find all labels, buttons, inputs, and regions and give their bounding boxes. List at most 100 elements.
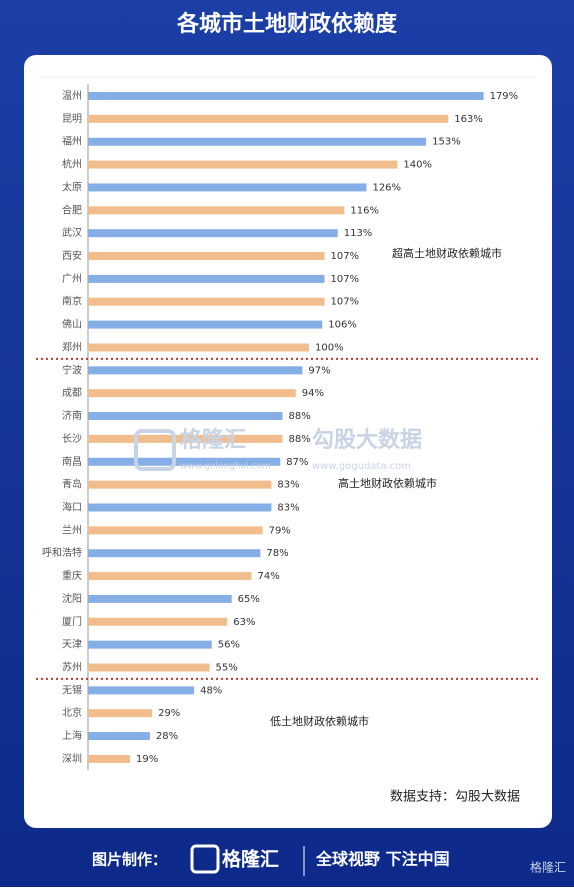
card xyxy=(24,55,552,828)
bar xyxy=(88,732,150,741)
category-label: 昆明 xyxy=(62,113,82,125)
category-label: 无锡 xyxy=(62,683,82,696)
bar xyxy=(88,617,228,626)
category-label: 兰州 xyxy=(62,523,82,536)
bar xyxy=(88,686,195,695)
value-label: 88% xyxy=(288,434,310,445)
bar xyxy=(88,183,367,192)
category-label: 杭州 xyxy=(62,158,82,171)
category-label: 厦门 xyxy=(62,615,82,628)
category-label: 天津 xyxy=(62,639,82,651)
value-label: 107% xyxy=(330,297,359,308)
bar xyxy=(88,549,261,558)
value-label: 94% xyxy=(302,388,324,399)
category-label: 苏州 xyxy=(62,661,82,674)
bar xyxy=(88,137,427,146)
value-label: 83% xyxy=(277,480,299,491)
value-label: 116% xyxy=(350,205,379,216)
bar xyxy=(88,229,338,238)
value-label: 100% xyxy=(315,342,344,353)
category-label: 上海 xyxy=(62,729,82,742)
bar xyxy=(88,526,263,535)
bar xyxy=(88,457,281,466)
value-label: 28% xyxy=(156,731,178,742)
bar xyxy=(88,274,325,283)
bar xyxy=(88,709,153,718)
footer-slogan: 全球视野 下注中国 xyxy=(315,850,450,869)
category-label: 北京 xyxy=(62,706,82,719)
value-label: 179% xyxy=(490,91,519,102)
bar xyxy=(88,206,345,215)
bar xyxy=(88,572,252,581)
chart-title: 各城市土地财政依赖度 xyxy=(176,11,398,37)
watermark: 勾股大数据 xyxy=(312,427,422,453)
corner-logo: 格隆汇 xyxy=(530,860,566,875)
bar xyxy=(88,252,325,261)
category-label: 广州 xyxy=(62,273,82,285)
value-label: 63% xyxy=(233,617,255,628)
category-label: 青岛 xyxy=(62,478,82,491)
bar xyxy=(88,114,449,123)
value-label: 126% xyxy=(372,182,401,193)
bar xyxy=(88,754,130,763)
footer-maker: 图片制作： xyxy=(92,851,167,869)
plot: 温州 179% 昆明 163% 福州 153% 杭州 140% 太原 126% 合肥 116% 武汉 11… xyxy=(36,84,540,770)
category-label: 西安 xyxy=(62,249,82,262)
value-label: 107% xyxy=(330,251,359,262)
footer-logo-icon xyxy=(190,844,220,874)
value-label: 65% xyxy=(238,594,260,605)
value-label: 113% xyxy=(344,228,373,239)
category-label: 郑州 xyxy=(62,340,82,353)
category-label: 宁波 xyxy=(62,363,82,376)
value-label: 106% xyxy=(328,320,357,331)
bar xyxy=(88,297,325,306)
value-label: 56% xyxy=(218,640,240,651)
value-label: 55% xyxy=(216,663,238,674)
value-label: 107% xyxy=(330,274,359,285)
value-label: 78% xyxy=(266,548,288,559)
watermark: www.gogudata.com xyxy=(312,461,411,472)
bar xyxy=(88,663,210,672)
category-label: 沈阳 xyxy=(62,592,82,605)
group-label: 低土地财政依赖城市 xyxy=(270,714,369,728)
category-label: 深圳 xyxy=(62,753,82,765)
bar xyxy=(88,92,484,100)
value-label: 97% xyxy=(308,365,330,376)
value-label: 74% xyxy=(258,571,280,582)
category-label: 海口 xyxy=(62,500,82,513)
category-label: 太原 xyxy=(62,180,82,193)
group-label: 高土地财政依赖城市 xyxy=(338,476,437,490)
category-label: 重庆 xyxy=(62,569,82,582)
source: 数据支持：勾股大数据 xyxy=(390,790,520,805)
value-label: 140% xyxy=(403,160,432,171)
category-label: 合肥 xyxy=(62,203,82,216)
bar xyxy=(88,343,309,352)
category-label: 福州 xyxy=(62,135,82,148)
value-label: 83% xyxy=(277,502,299,513)
value-label: 87% xyxy=(286,457,308,468)
value-label: 79% xyxy=(269,525,291,536)
category-label: 温州 xyxy=(62,90,82,102)
category-label: 呼和浩特 xyxy=(42,547,82,559)
bar xyxy=(88,320,323,329)
bar xyxy=(88,412,283,421)
bar xyxy=(88,434,283,443)
bar xyxy=(88,594,232,603)
value-label: 163% xyxy=(454,114,483,125)
watermark: www.gelonghui.com xyxy=(180,462,271,472)
value-label: 48% xyxy=(200,685,222,696)
bar xyxy=(88,366,303,375)
value-label: 88% xyxy=(288,411,310,422)
group-label: 超高土地财政依赖城市 xyxy=(392,246,502,260)
category-label: 济南 xyxy=(62,409,82,422)
bar xyxy=(88,503,272,512)
footer-logo: 格隆汇 xyxy=(222,848,279,871)
bar xyxy=(88,160,398,169)
category-label: 长沙 xyxy=(62,433,82,445)
category-label: 南京 xyxy=(62,295,82,308)
bar xyxy=(88,480,272,489)
watermark-logo xyxy=(134,429,176,471)
value-label: 153% xyxy=(432,137,461,148)
category-label: 佛山 xyxy=(62,318,82,331)
